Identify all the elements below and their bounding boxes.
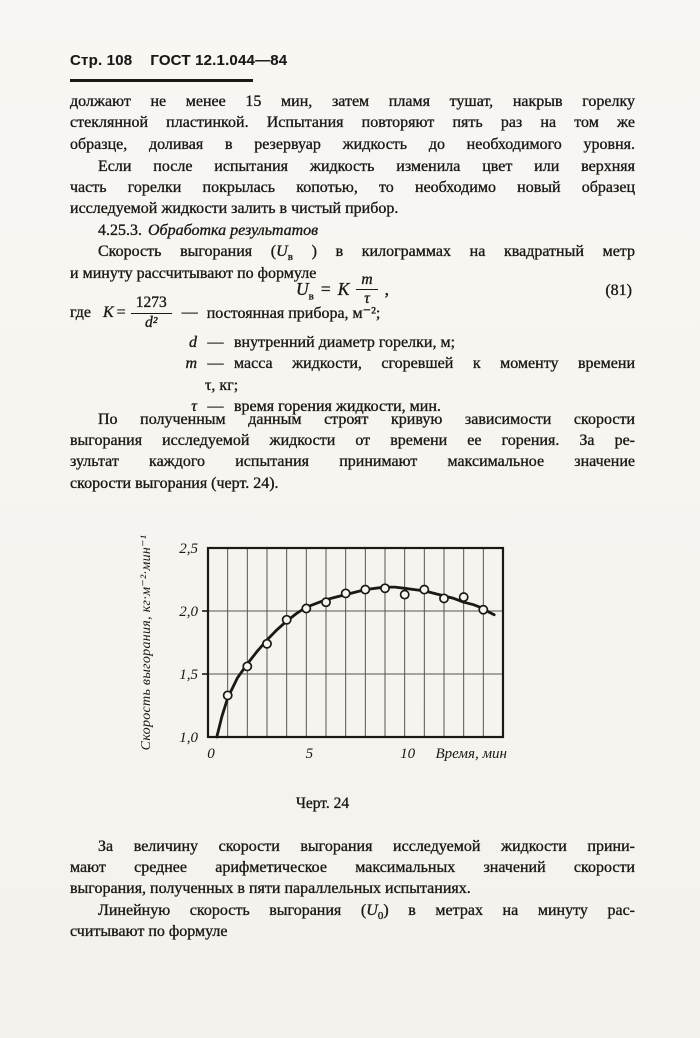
variable-u: U (296, 279, 309, 300)
definition-dash: — (207, 355, 224, 373)
svg-text:Время, мин: Время, мин (435, 746, 507, 762)
svg-text:0: 0 (207, 746, 215, 762)
text-line: мают среднее арифметическое максимальных… (70, 858, 635, 876)
fraction: m τ (356, 271, 378, 308)
page-number-label: Стр. 108 (70, 52, 133, 69)
figure-caption: Черт. 24 (295, 795, 350, 812)
variable-d: d (189, 334, 197, 351)
equals-sign: = (320, 279, 331, 300)
definition-row-k: где K = 1273 d² — постоянная прибора, м⁻… (70, 294, 635, 332)
definition-dash: — (207, 334, 224, 351)
text-line: За величину скорости выгорания исследуем… (98, 837, 635, 855)
svg-text:5: 5 (306, 746, 314, 762)
comma: , (384, 279, 389, 300)
svg-text:2,5: 2,5 (179, 541, 198, 557)
definition-row-tau: τ — время горения жидкости, мин. (70, 396, 635, 417)
definition-text: масса жидкости, сгоревшей к моменту врем… (234, 355, 635, 373)
header-rule (70, 79, 253, 82)
fraction: 1273 d² (130, 294, 172, 331)
text-line: зультат каждого испытания принимают макс… (70, 453, 635, 471)
text-line: Скорость выгорания (Uв ) в килограммах н… (70, 241, 635, 264)
svg-text:1,0: 1,0 (179, 730, 198, 746)
variable-subscript: в (287, 251, 294, 264)
paragraph-average-value: За величину скорости выгорания исследуем… (70, 836, 635, 900)
text-line: 4.25.3. Обработка результатов (70, 220, 635, 241)
text-line: образце, доливая в резервуар жидкость до… (70, 135, 635, 153)
text-line: должают не менее 15 мин, затем пламя туш… (70, 93, 635, 110)
paragraph-curve-plotting: По полученным данным строят кривую завис… (70, 409, 635, 495)
text-line: По полученным данным строят кривую завис… (98, 410, 635, 428)
svg-text:Скорость выгорания, кг·м⁻²·мин: Скорость выгорания, кг·м⁻²·мин⁻¹ (139, 535, 154, 751)
text-line: стеклянной пластинкой. Испытания повторя… (70, 114, 635, 132)
definition-text: внутренний диаметр горелки, м; (234, 334, 456, 351)
text-line: часть горелки покрылась копотью, то необ… (70, 178, 635, 196)
formula-81: Uв = K m τ , (81) (70, 270, 635, 316)
page-header: Стр. 108 ГОСТ 12.1.044—84 (70, 52, 287, 69)
definition-continuation: τ, кг; (205, 376, 239, 394)
equation-lhs: Uв (296, 279, 314, 303)
fraction-numerator: m (356, 271, 378, 291)
definition-dash: — (207, 398, 224, 416)
text-fragment: Скорость выгорания ( (98, 243, 277, 261)
paragraph-burning-rate: Скорость выгорания (Uв ) в килограммах н… (70, 241, 635, 284)
text-fragment: ) в килограммах на квадратный метр (292, 243, 635, 261)
fraction-denominator: τ (364, 290, 370, 308)
section-number: 4.25.3. (98, 221, 142, 239)
paragraph-linear-rate: Линейную скорость выгорания (U0) в метра… (70, 900, 635, 943)
svg-text:1,5: 1,5 (179, 667, 198, 683)
where-label: где (70, 304, 92, 321)
text-line: скорости выгорания (черт. 24). (70, 474, 279, 492)
where-block: где K = 1273 d² — постоянная прибора, м⁻… (70, 294, 635, 418)
section-title: Обработка результатов (148, 221, 319, 239)
paragraph-liquid-check: Если после испытания жидкость изменила ц… (70, 156, 635, 220)
definition-row-m: m — масса жидкости, сгоревшей к моменту … (70, 353, 635, 374)
variable-k: K (337, 279, 350, 300)
svg-text:10: 10 (400, 746, 416, 762)
equation-number: (81) (605, 282, 632, 299)
variable-m: m (185, 355, 197, 373)
variable-tau: τ (191, 398, 197, 416)
equals-sign: = (116, 304, 126, 321)
text-fragment: ) в метрах на минуту рас- (383, 902, 636, 919)
definition-text: время горения жидкости, мин. (234, 398, 441, 416)
text-line: выгорания, полученных в пяти параллельны… (70, 880, 471, 898)
burning-rate-chart: 1,0 1,5 2,0 2,5 0 5 10 Время, мин Скорость выгор… (0, 505, 700, 785)
variable-u: U (366, 902, 378, 919)
section-heading: 4.25.3. Обработка результатов (70, 220, 635, 241)
standard-number: ГОСТ 12.1.044—84 (150, 52, 288, 69)
variable-subscript: в (308, 290, 314, 303)
chart-svg: 1,0 1,5 2,0 2,5 0 5 10 Время, мин Скорость выгор… (139, 535, 507, 762)
definition-text: постоянная прибора, м⁻²; (206, 305, 381, 322)
variable-u: U (276, 243, 288, 261)
variable-subscript: 0 (377, 910, 384, 923)
text-line: Если после испытания жидкость изменила ц… (98, 157, 635, 175)
equation: Uв = K m τ , (296, 271, 389, 308)
fraction-numerator: 1273 (130, 294, 172, 314)
definition-row-d: d — внутренний диаметр горелки, м; (70, 332, 635, 353)
text-line: считывают по формуле (70, 923, 228, 941)
text-line: и минуту рассчитывают по формуле (70, 264, 317, 282)
fraction-denominator: d² (145, 313, 158, 331)
text-line: исследуемой жидкости залить в чистый при… (70, 200, 399, 218)
text-line: Линейную скорость выгорания (U0) в метра… (70, 900, 636, 923)
paragraph-burner-procedure: должают не менее 15 мин, затем пламя туш… (70, 91, 635, 155)
text-line: выгорания исследуемой жидкости от времен… (70, 431, 635, 449)
text-fragment: Линейную скорость выгорания ( (98, 902, 367, 919)
variable-k: K (103, 304, 114, 321)
svg-text:2,0: 2,0 (179, 604, 198, 620)
definition-dash: — (181, 304, 198, 321)
